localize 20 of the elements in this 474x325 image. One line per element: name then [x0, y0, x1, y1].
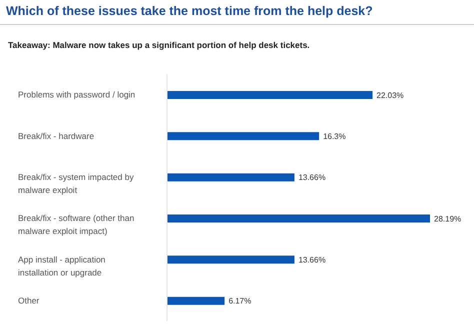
bar — [167, 296, 225, 305]
data-label: 22.03% — [376, 90, 404, 100]
bar — [167, 91, 373, 99]
bar — [167, 256, 294, 264]
bar — [167, 214, 430, 222]
y-tick-label: App install - application installation or upgrade — [18, 254, 106, 278]
data-label: 16.3% — [323, 132, 346, 142]
bar — [167, 132, 320, 140]
chart-subtitle: Takeaway: Malware now takes up a significant portion of help desk tickets. — [8, 40, 310, 50]
data-label: 13.66% — [298, 173, 326, 182]
y-tick-label: Break/fix - system impacted by malware exploit — [18, 172, 134, 195]
y-tick-label: Break/fix - hardware — [18, 130, 94, 141]
y-tick-label: Problems with password / login — [18, 90, 136, 100]
data-label: 13.66% — [298, 256, 326, 265]
y-tick-label: Break/fix - software (other than malware exploit impact) — [18, 213, 134, 236]
chart-title: Which of these issues take the most time from the help desk? — [6, 4, 373, 18]
data-label: 28.19% — [434, 214, 462, 224]
bar — [167, 173, 294, 182]
y-tick-label: Other — [18, 295, 40, 306]
data-label: 6.17% — [228, 296, 252, 306]
